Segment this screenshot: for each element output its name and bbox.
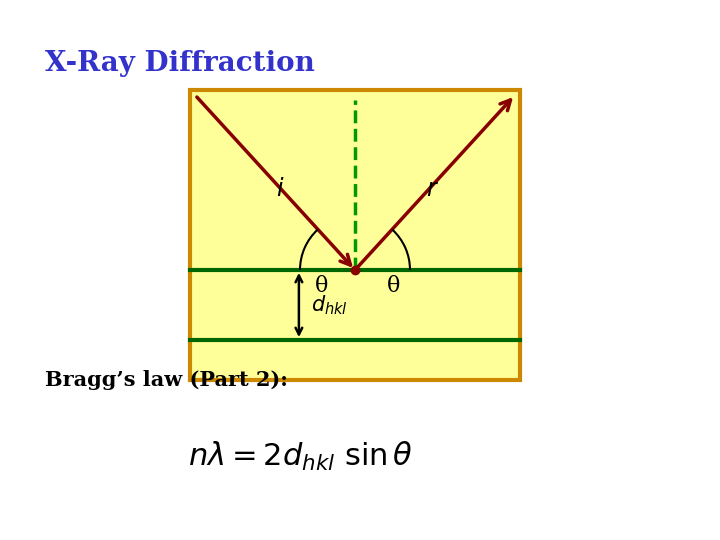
Text: X-Ray Diffraction: X-Ray Diffraction <box>45 50 315 77</box>
Text: $d_{hkl}$: $d_{hkl}$ <box>311 293 348 317</box>
Text: $n\lambda = 2d_{hkl}\ \sin\theta$: $n\lambda = 2d_{hkl}\ \sin\theta$ <box>187 440 413 473</box>
Text: i: i <box>276 177 282 201</box>
Text: Bragg’s law (Part 2):: Bragg’s law (Part 2): <box>45 370 288 390</box>
Text: θ: θ <box>387 275 400 298</box>
Text: r: r <box>426 177 436 201</box>
Bar <box>190 90 520 380</box>
Text: θ: θ <box>315 275 329 298</box>
